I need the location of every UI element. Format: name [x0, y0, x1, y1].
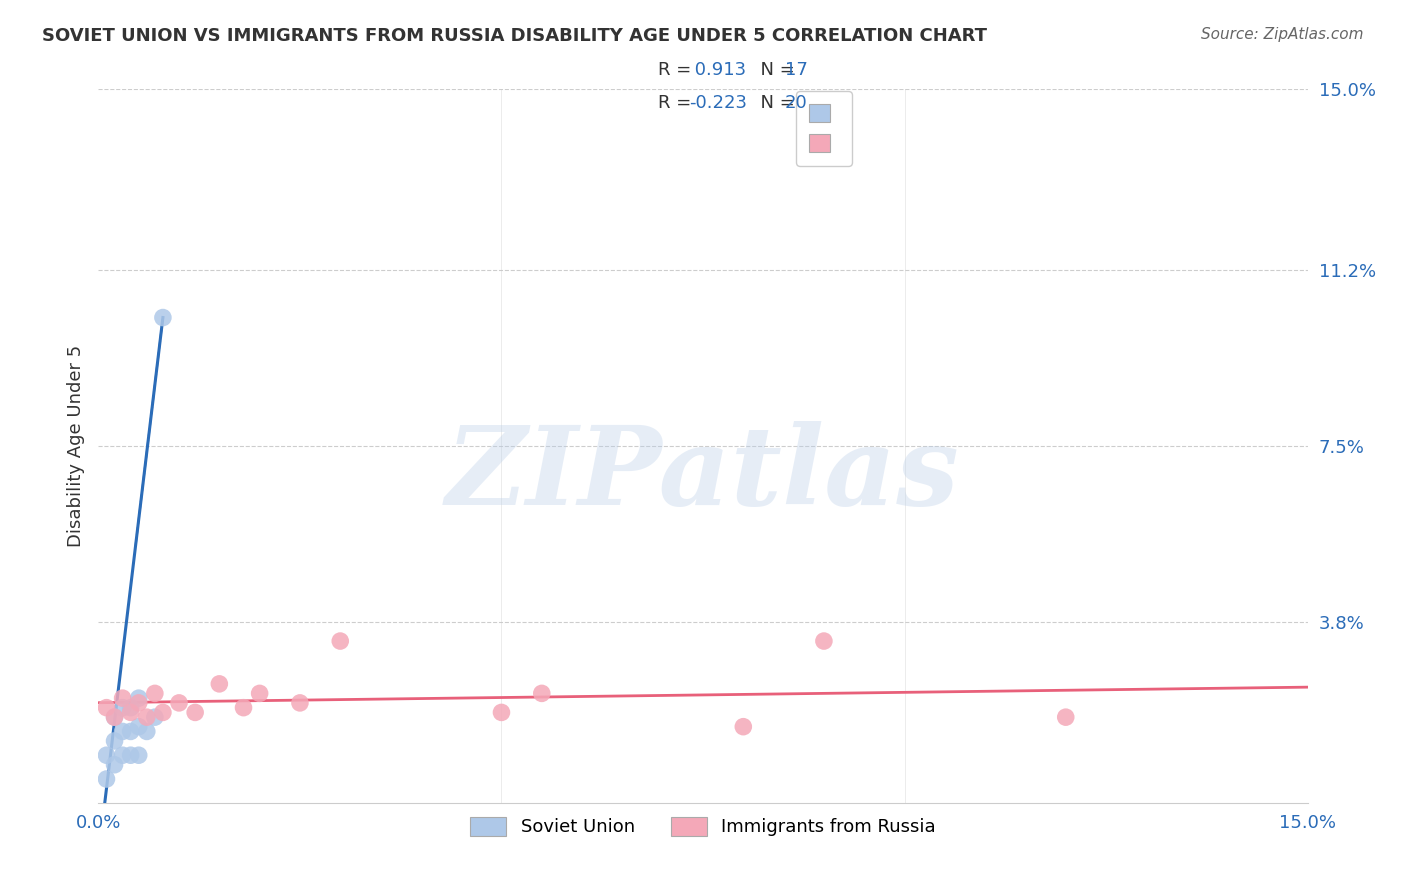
Point — [96, 772, 118, 786]
Text: -0.223: -0.223 — [689, 95, 747, 112]
Point — [152, 706, 174, 720]
Point — [103, 710, 125, 724]
Point — [128, 720, 150, 734]
Text: 20: 20 — [785, 95, 807, 112]
Point — [167, 696, 190, 710]
Text: R =: R = — [658, 95, 697, 112]
Point — [111, 691, 134, 706]
Point — [128, 691, 150, 706]
Point — [103, 734, 125, 748]
Point — [96, 700, 118, 714]
Point — [1054, 710, 1077, 724]
Point — [288, 696, 311, 710]
Text: ZIPatlas: ZIPatlas — [446, 421, 960, 528]
Point — [96, 748, 118, 763]
Text: N =: N = — [749, 61, 801, 78]
Point — [128, 696, 150, 710]
Text: N =: N = — [749, 95, 801, 112]
Point — [152, 310, 174, 325]
Point — [120, 706, 142, 720]
Point — [329, 634, 352, 648]
Point — [120, 724, 142, 739]
Point — [103, 757, 125, 772]
Point — [249, 686, 271, 700]
Point — [143, 686, 166, 700]
Point — [120, 700, 142, 714]
Point — [128, 748, 150, 763]
Point — [208, 677, 231, 691]
Point — [120, 748, 142, 763]
Point — [143, 710, 166, 724]
Point — [813, 634, 835, 648]
Y-axis label: Disability Age Under 5: Disability Age Under 5 — [66, 345, 84, 547]
Text: SOVIET UNION VS IMMIGRANTS FROM RUSSIA DISABILITY AGE UNDER 5 CORRELATION CHART: SOVIET UNION VS IMMIGRANTS FROM RUSSIA D… — [42, 27, 987, 45]
Text: Source: ZipAtlas.com: Source: ZipAtlas.com — [1201, 27, 1364, 42]
Point — [491, 706, 513, 720]
Text: 17: 17 — [785, 61, 807, 78]
Point — [111, 700, 134, 714]
Point — [103, 710, 125, 724]
Point — [135, 710, 157, 724]
Text: R =: R = — [658, 61, 697, 78]
Point — [184, 706, 207, 720]
Point — [111, 724, 134, 739]
Text: 0.913: 0.913 — [689, 61, 747, 78]
Point — [135, 724, 157, 739]
Point — [733, 720, 755, 734]
Legend: Soviet Union, Immigrants from Russia: Soviet Union, Immigrants from Russia — [460, 806, 946, 847]
Point — [111, 748, 134, 763]
Point — [530, 686, 553, 700]
Point — [232, 700, 254, 714]
